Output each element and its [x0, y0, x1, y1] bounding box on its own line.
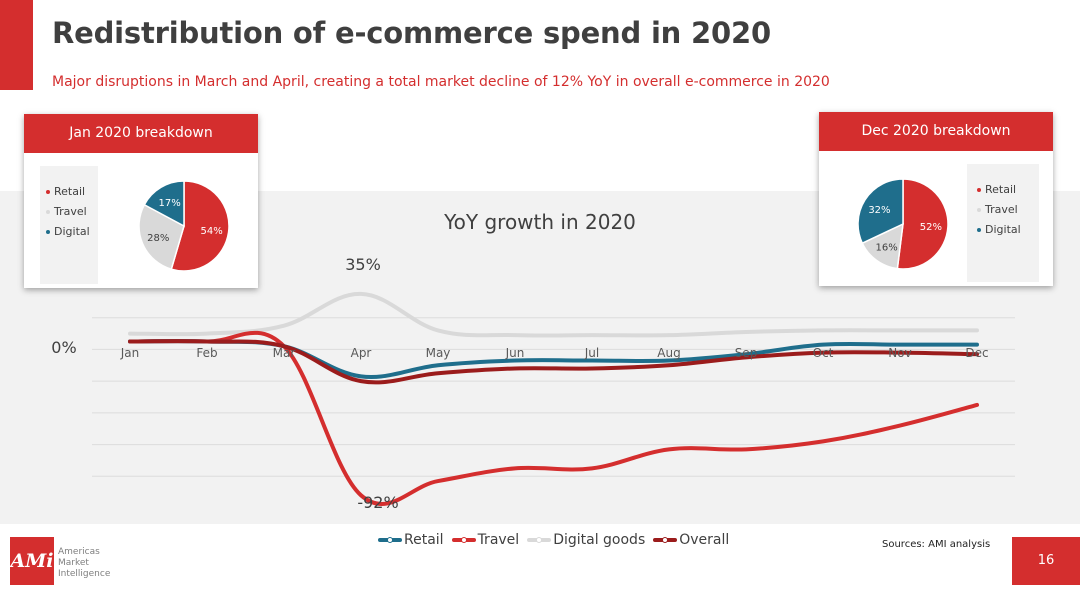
legend-item-retail: Retail [378, 532, 444, 548]
x-tick-label: Jun [505, 346, 525, 360]
digital-dot-icon [46, 230, 50, 234]
x-tick-label: Apr [351, 346, 372, 360]
x-tick-label: Oct [813, 346, 834, 360]
annotation-label: 0% [51, 338, 76, 357]
page-number: 16 [1012, 537, 1080, 585]
retail-line-icon [378, 535, 402, 545]
dec-breakdown-title: Dec 2020 breakdown [819, 112, 1053, 151]
pie-slice-digital [857, 178, 904, 245]
pie-slice-retail [170, 180, 230, 272]
jan-breakdown-card: Jan 2020 breakdown Retail Travel Digital… [24, 114, 258, 288]
dec-breakdown-card: Dec 2020 breakdown 52% 16% 32% Retail Trav… [819, 112, 1053, 286]
accent-bar [0, 0, 33, 90]
company-logo: AMi Americas Market Intelligence [10, 537, 130, 587]
retail-dot-icon [977, 188, 981, 192]
x-tick-label: Jul [584, 346, 599, 360]
page-subtitle: Major disruptions in March and April, cr… [52, 74, 830, 90]
pie-label-travel: 16% [875, 243, 897, 254]
legend-label-travel: Travel [477, 532, 520, 548]
x-tick-label: Dec [965, 346, 988, 360]
pie-label-travel: 28% [147, 233, 169, 244]
legend-label-overall: Overall [679, 532, 730, 548]
travel-dot-icon [977, 208, 981, 212]
annotation-label: -92% [357, 493, 398, 512]
pie-slice-travel [138, 203, 185, 271]
legend-item-travel: Travel [451, 532, 520, 548]
page-title: Redistribution of e-commerce spend in 20… [52, 16, 771, 50]
pie-label-retail: 54% [200, 226, 222, 237]
x-tick-label: Mar [273, 346, 296, 360]
dec-legend-digital: Digital [977, 220, 1039, 240]
pie-slice-digital [143, 180, 185, 228]
x-tick-label: May [426, 346, 451, 360]
jan-pie-chart: 54% 28% 17% [138, 180, 230, 272]
legend-item-overall: Overall [653, 532, 729, 548]
jan-legend-panel: Retail Travel Digital [40, 166, 98, 284]
jan-legend-digital: Digital [46, 222, 98, 242]
annotation-label: 35% [345, 255, 381, 274]
series-line-retail [128, 339, 979, 380]
dec-legend-travel: Travel [977, 200, 1039, 220]
x-tick-label: Feb [196, 346, 217, 360]
travel-line-icon [451, 535, 476, 545]
legend-item-digital-goods: Digital goods [527, 532, 645, 548]
pie-label-digital: 32% [868, 205, 890, 216]
dec-pie-chart: 52% 16% 32% [857, 178, 949, 270]
x-tick-label: Sep [735, 346, 758, 360]
sources-note: Sources: AMI analysis [882, 539, 991, 550]
travel-dot-icon [46, 210, 50, 214]
dec-legend-retail: Retail [977, 180, 1039, 200]
digital-goods-line-icon [527, 535, 552, 545]
pie-slice-travel [861, 222, 904, 270]
jan-legend-travel: Travel [46, 202, 98, 222]
x-tick-label: Nov [888, 346, 911, 360]
legend-label-digital-goods: Digital goods [553, 532, 646, 548]
series-line-digital-goods [128, 291, 979, 338]
retail-dot-icon [46, 190, 50, 194]
series-line-overall [128, 339, 979, 385]
legend-label-retail: Retail [404, 532, 444, 548]
pie-label-retail: 52% [920, 222, 942, 233]
x-tick-label: Aug [657, 346, 680, 360]
dec-legend-panel: Retail Travel Digital [967, 164, 1039, 282]
jan-legend-retail: Retail [46, 182, 98, 202]
chart-title: YoY growth in 2020 [444, 210, 636, 234]
overall-line-icon [653, 535, 678, 545]
x-tick-label: Jan [120, 346, 140, 360]
chart-legend: Retail Travel Digital goods Overall [378, 531, 737, 549]
pie-slice-retail [896, 178, 949, 270]
digital-dot-icon [977, 228, 981, 232]
logo-name: Americas Market Intelligence [58, 547, 111, 579]
logo-mark: AMi [10, 537, 54, 585]
pie-label-digital: 17% [159, 198, 181, 209]
jan-breakdown-title: Jan 2020 breakdown [24, 114, 258, 153]
series-line-travel [128, 330, 979, 506]
